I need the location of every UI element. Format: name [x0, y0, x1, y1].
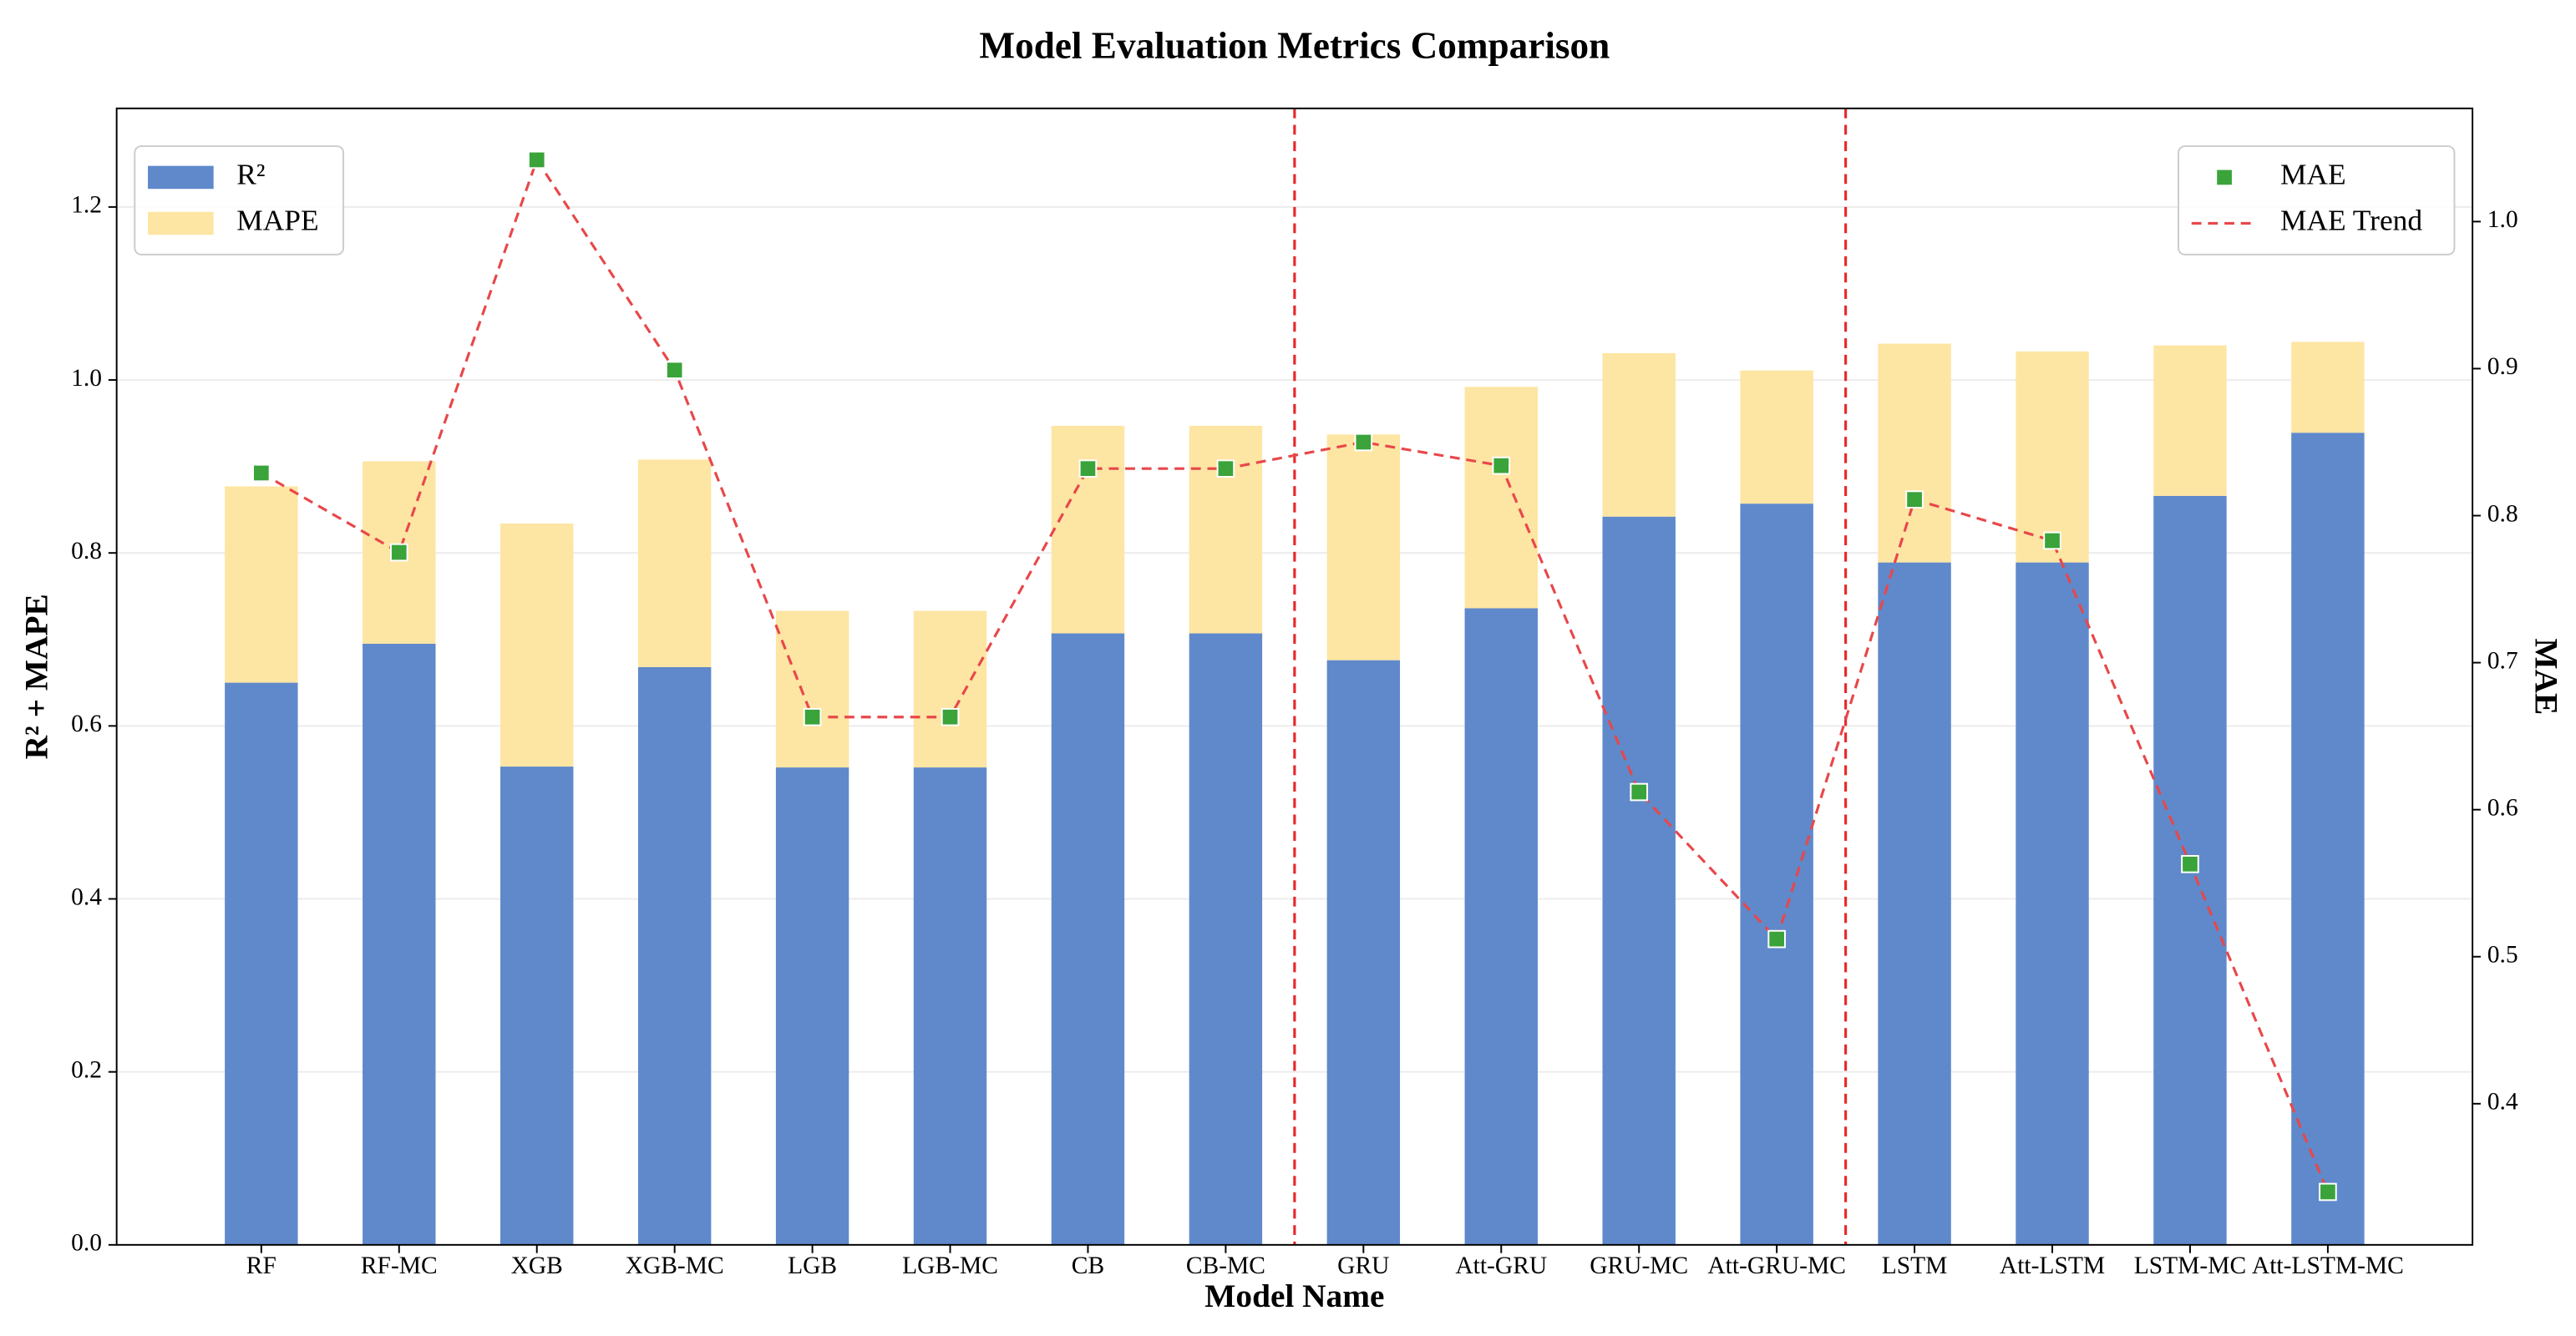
bar	[500, 767, 574, 1245]
x-tick-label: LGB	[788, 1252, 837, 1279]
bar	[2291, 433, 2365, 1245]
y-axis-label: R² + MAPE	[18, 594, 54, 759]
marker	[2181, 854, 2199, 873]
x-tick-label: Att-GRU-MC	[1707, 1252, 1846, 1279]
x-tick-label: RF	[246, 1252, 276, 1279]
trend-line	[261, 156, 2330, 1193]
x-tick-label: RF-MC	[361, 1252, 438, 1279]
bar	[2016, 351, 2089, 563]
y-tick-label: 1.2	[71, 192, 102, 219]
marker	[1078, 459, 1098, 478]
bar	[775, 610, 849, 768]
marker	[1630, 782, 1649, 802]
y-tick-label: 0.0	[71, 1230, 102, 1257]
y2-tick-label: 0.8	[2487, 500, 2518, 527]
bar	[913, 767, 987, 1245]
y2-tick-label: 0.6	[2487, 794, 2518, 821]
marker	[803, 707, 822, 726]
x-tick-label: CB-MC	[1186, 1252, 1265, 1279]
marker	[527, 150, 546, 170]
marker	[1492, 456, 1511, 475]
x-tick-label: GRU	[1337, 1252, 1389, 1279]
marker	[665, 361, 684, 380]
bar	[637, 459, 712, 667]
bar	[1326, 660, 1401, 1245]
bar	[1878, 343, 1951, 563]
legend-label: MAE Trend	[2280, 204, 2422, 237]
y-tick-label: 1.0	[71, 365, 102, 392]
bar	[2153, 345, 2227, 496]
legend-swatch	[2215, 168, 2234, 187]
y2-tick-label: 0.7	[2487, 647, 2518, 674]
y-tick-label: 0.6	[71, 711, 102, 737]
bar	[2291, 342, 2365, 433]
x-tick-label: Att-GRU	[1455, 1252, 1547, 1279]
legend-label: MAPE	[236, 204, 318, 237]
bar	[1189, 425, 1263, 634]
bar	[363, 643, 436, 1245]
legend-swatch	[148, 165, 214, 190]
x-tick-label: Att-LSTM	[2000, 1252, 2105, 1279]
legend-box	[2178, 145, 2456, 256]
bar	[1740, 370, 1813, 504]
x-tick-label: Att-LSTM-MC	[2252, 1252, 2404, 1279]
bar	[1740, 504, 1813, 1245]
y2-tick-label: 0.5	[2487, 942, 2518, 969]
x-tick-label: LGB-MC	[902, 1252, 998, 1279]
chart-title: Model Evaluation Metrics Comparison	[979, 24, 1610, 66]
marker	[252, 463, 271, 483]
bar	[2016, 562, 2089, 1245]
y2-axis-label: MAE	[2528, 638, 2565, 715]
bar	[1602, 516, 1676, 1245]
marker	[941, 707, 960, 726]
bar	[1326, 434, 1401, 660]
bar	[225, 486, 298, 683]
plot-frame	[115, 107, 2474, 1246]
bar	[500, 523, 574, 767]
marker	[1354, 433, 1373, 452]
marker	[1905, 490, 1924, 509]
bar	[225, 682, 298, 1245]
bar	[637, 666, 712, 1245]
x-tick-label: GRU-MC	[1590, 1252, 1688, 1279]
bar	[1464, 608, 1538, 1245]
x-tick-label: CB	[1072, 1252, 1104, 1279]
marker	[2043, 531, 2061, 550]
y2-tick-label: 1.0	[2487, 206, 2518, 233]
legend-swatch	[148, 211, 214, 235]
legend-label: MAE	[2280, 158, 2346, 191]
bar	[913, 610, 987, 768]
marker	[389, 543, 408, 562]
bar	[1602, 352, 1676, 517]
marker	[1216, 459, 1235, 478]
bar	[1189, 633, 1263, 1245]
x-tick-label: XGB	[511, 1252, 563, 1279]
bar	[1878, 562, 1951, 1245]
y-tick-label: 0.2	[71, 1056, 102, 1083]
x-tick-label: LSTM-MC	[2134, 1252, 2246, 1279]
x-axis-label: Model Name	[1204, 1278, 1384, 1314]
y-tick-label: 0.8	[71, 538, 102, 564]
x-tick-label: XGB-MC	[626, 1252, 724, 1279]
bar	[775, 767, 849, 1245]
legend: MAE MAE Trend	[2178, 145, 2456, 256]
marker	[1767, 929, 1786, 949]
x-tick-label: LSTM	[1882, 1252, 1948, 1279]
y2-tick-label: 0.9	[2487, 353, 2518, 380]
legend: R² MAPE	[134, 145, 345, 256]
marker	[2319, 1182, 2337, 1202]
bar	[1051, 633, 1125, 1245]
bar	[1464, 387, 1538, 609]
legend-label: R²	[236, 158, 265, 191]
y-tick-label: 0.4	[71, 883, 102, 910]
bar	[1051, 425, 1125, 634]
y2-tick-label: 0.4	[2487, 1089, 2518, 1116]
